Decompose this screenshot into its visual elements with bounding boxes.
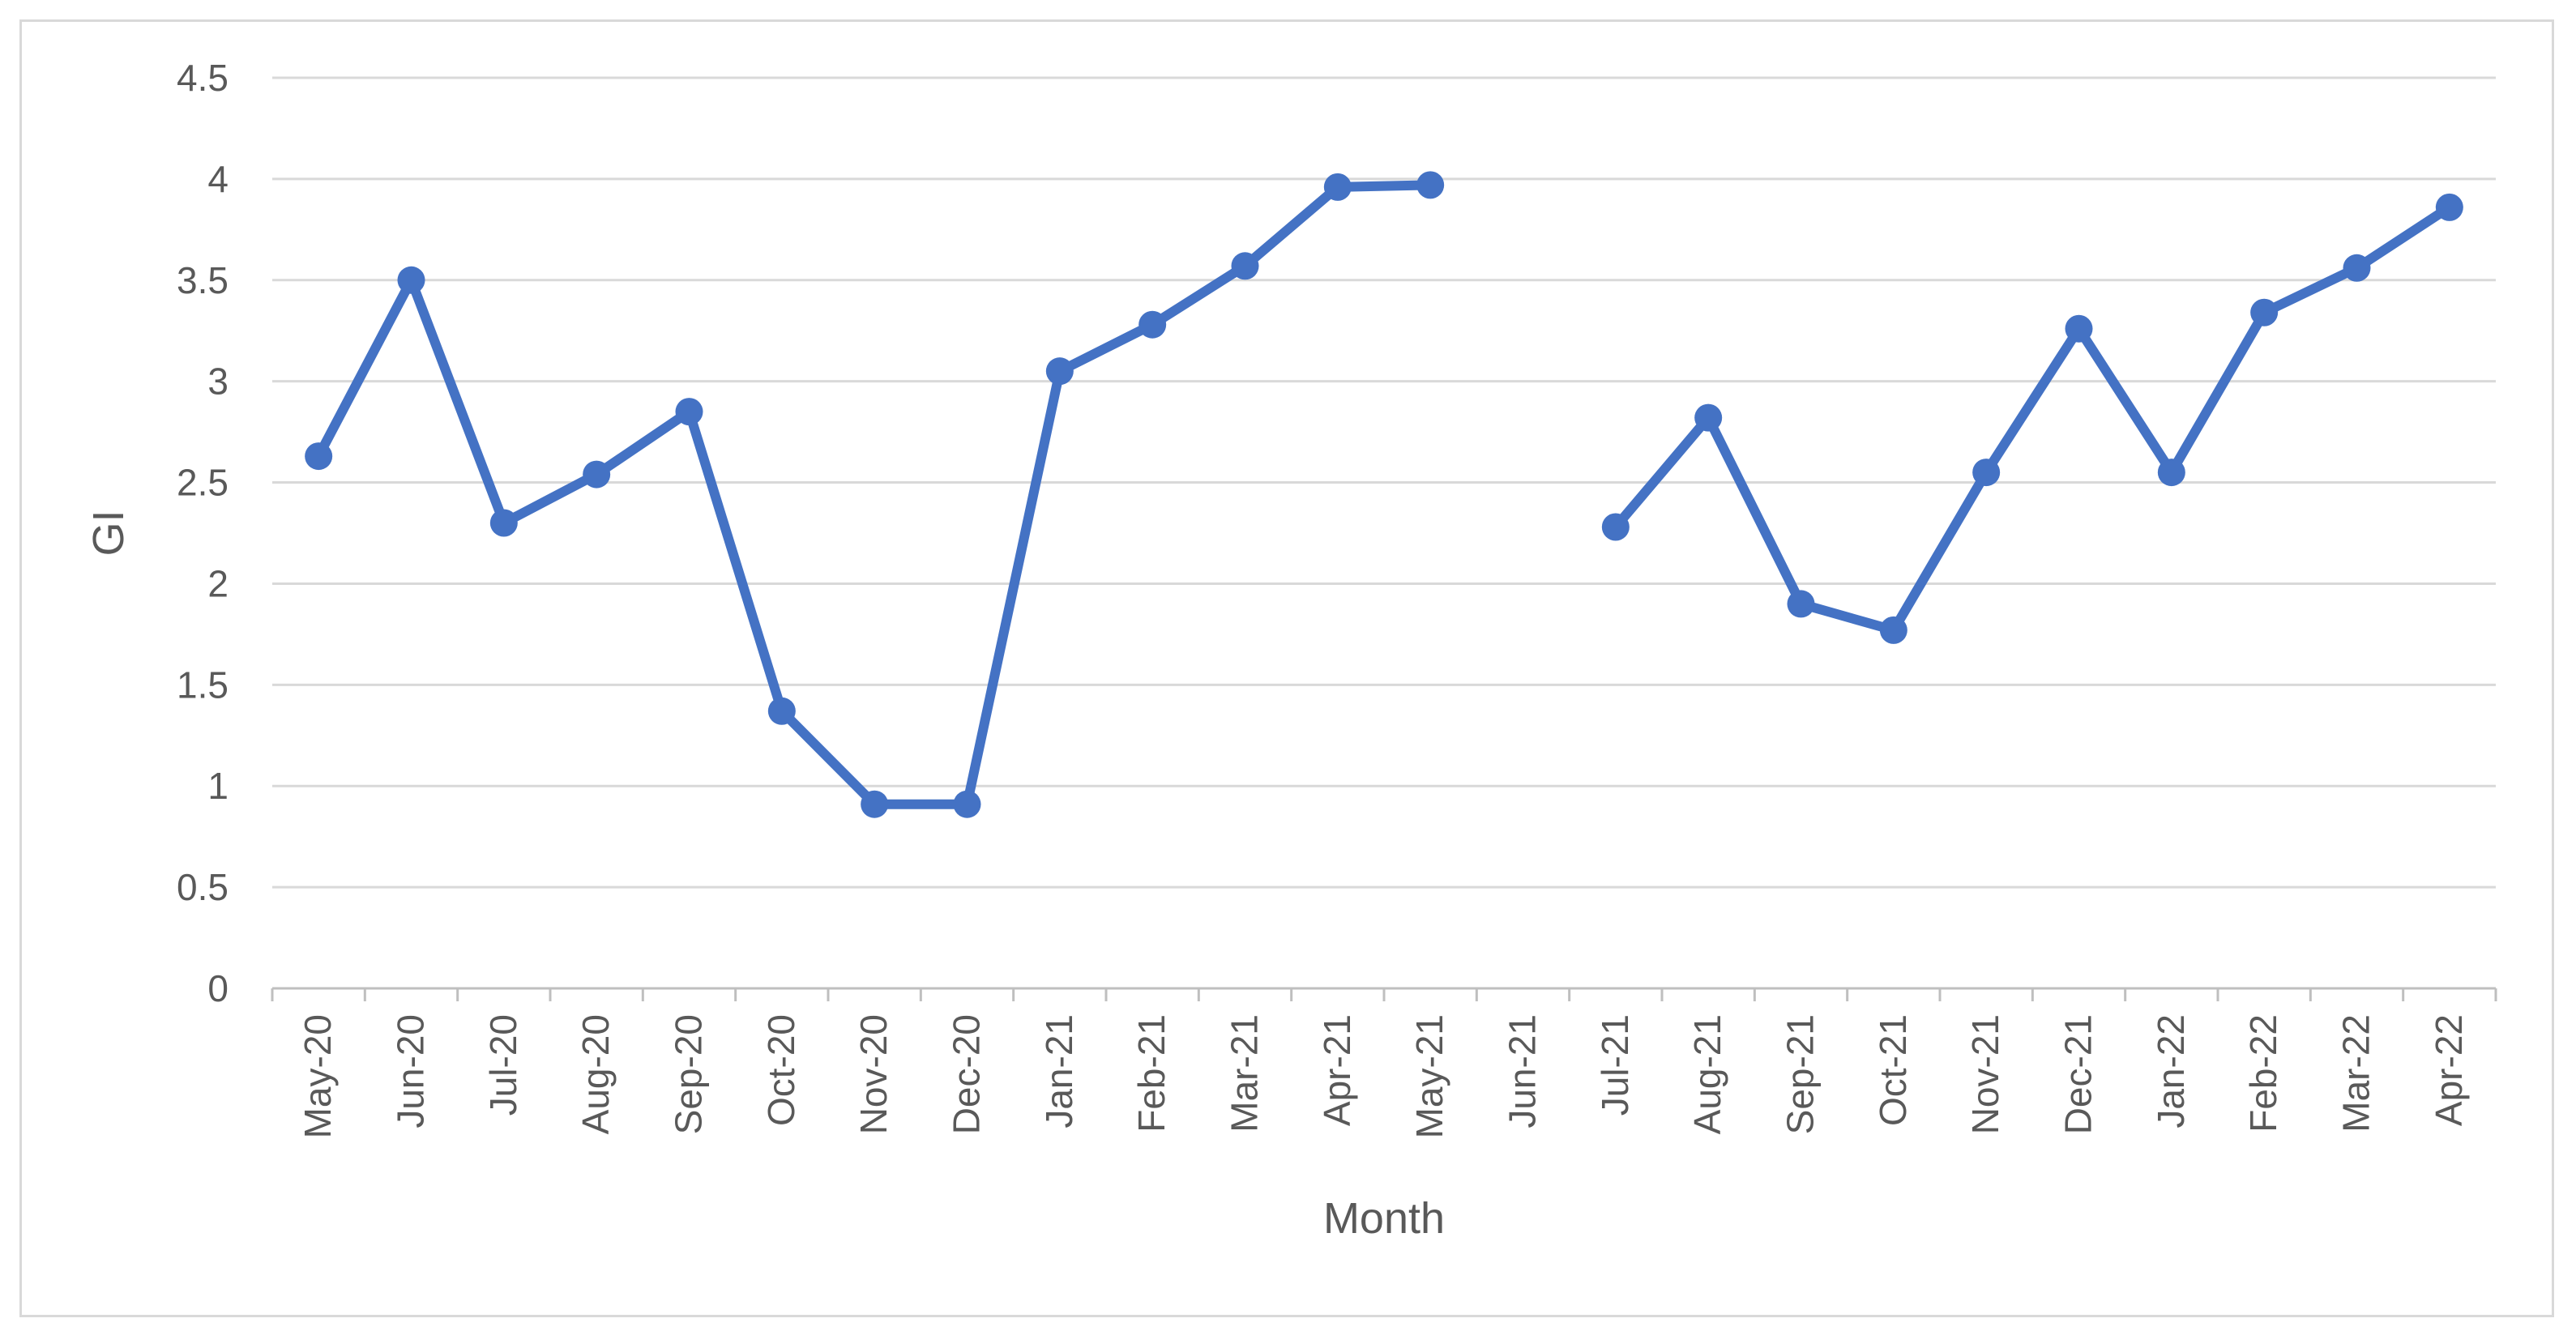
data-point [1416,171,1445,199]
y-axis-title: GI [84,510,133,556]
x-tick-label: Apr-22 [2428,1014,2470,1126]
x-tick-label: Mar-22 [2335,1014,2377,1133]
data-point [1787,590,1815,618]
y-tick-label: 1.5 [177,663,229,706]
gridlines [272,76,2496,889]
data-point [2065,314,2093,343]
data-point [861,790,889,818]
series-points [305,171,2463,818]
data-point [1972,459,2001,487]
data-point [1138,310,1167,339]
data-point [1879,616,1907,644]
data-point [2343,254,2371,282]
x-tick-label: Jun-20 [390,1014,432,1129]
y-tick-label: 2.5 [177,462,229,504]
data-point [583,460,611,489]
x-tick-label: Apr-21 [1316,1014,1358,1126]
data-point [1231,252,1259,280]
x-tick-label: Jul-21 [1594,1014,1636,1116]
x-tick-label: Aug-20 [575,1014,617,1134]
x-axis-title: Month [1323,1194,1445,1243]
x-tick-label: Jan-22 [2150,1014,2192,1129]
data-point [767,697,796,725]
x-tick-label: Feb-21 [1130,1014,1173,1133]
y-tick-label: 0 [207,967,229,1009]
x-tick-label: Mar-21 [1224,1014,1266,1133]
y-axis-tick-labels: 0 0.5 1 1.5 2 2.5 3 3.5 4 4.5 [177,57,229,1009]
y-tick-label: 3.5 [177,259,229,301]
y-tick-label: 2 [207,562,229,604]
x-tick-label: Dec-20 [946,1014,988,1134]
series-line-segment [1610,202,2454,635]
y-tick-label: 1 [207,765,229,807]
x-tick-label: Oct-20 [760,1014,802,1126]
data-point [2435,193,2463,221]
y-tick-label: 4 [207,158,229,200]
data-point [675,398,703,426]
data-point [1045,357,1074,386]
x-tick-label: Jan-21 [1038,1014,1080,1129]
y-tick-label: 4.5 [177,57,229,99]
x-tick-label: May-20 [297,1014,339,1138]
x-tick-label: Nov-20 [852,1014,895,1134]
series-line-segment [314,180,1436,809]
data-point [2250,298,2279,326]
data-point [1694,403,1723,432]
data-point [1323,173,1352,201]
x-tick-label: May-21 [1408,1014,1450,1138]
series-lines [314,180,2454,809]
x-tick-label: Aug-21 [1686,1014,1728,1134]
data-point [2157,459,2185,487]
x-tick-label: Nov-21 [1964,1014,2006,1134]
x-tick-label: Jul-20 [482,1014,524,1116]
x-tick-label: Feb-22 [2242,1014,2284,1133]
x-axis [271,987,2497,1001]
x-tick-label: Jun-21 [1502,1014,1544,1129]
x-tick-label: Dec-21 [2057,1014,2100,1134]
x-axis-tick-labels: May-20 Jun-20 Jul-20 Aug-20 Sep-20 Oct-20 Nov-… [297,1014,2470,1138]
y-tick-label: 0.5 [177,866,229,908]
x-tick-label: Sep-20 [668,1014,710,1134]
x-tick-label: Sep-21 [1779,1014,1822,1134]
data-point [305,442,333,471]
y-tick-label: 3 [207,361,229,403]
data-point [1601,513,1630,541]
data-point [489,509,518,537]
data-point [953,790,981,818]
x-tick-label: Oct-21 [1872,1014,1914,1126]
data-point [397,266,425,294]
